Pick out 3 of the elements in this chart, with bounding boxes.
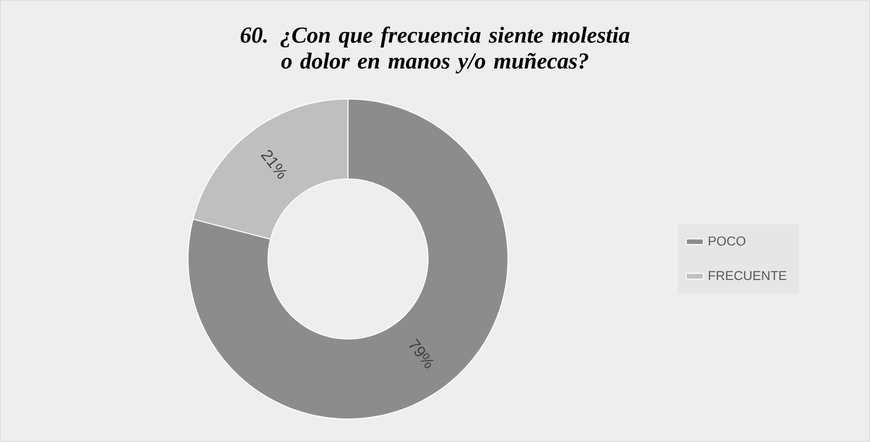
legend-label: POCO <box>708 236 746 246</box>
chart-title: 60. ¿Con que frecuencia siente molestia o dolor en manos y/o muñecas? <box>240 26 630 74</box>
legend-label: FRECUENTE <box>708 270 786 280</box>
